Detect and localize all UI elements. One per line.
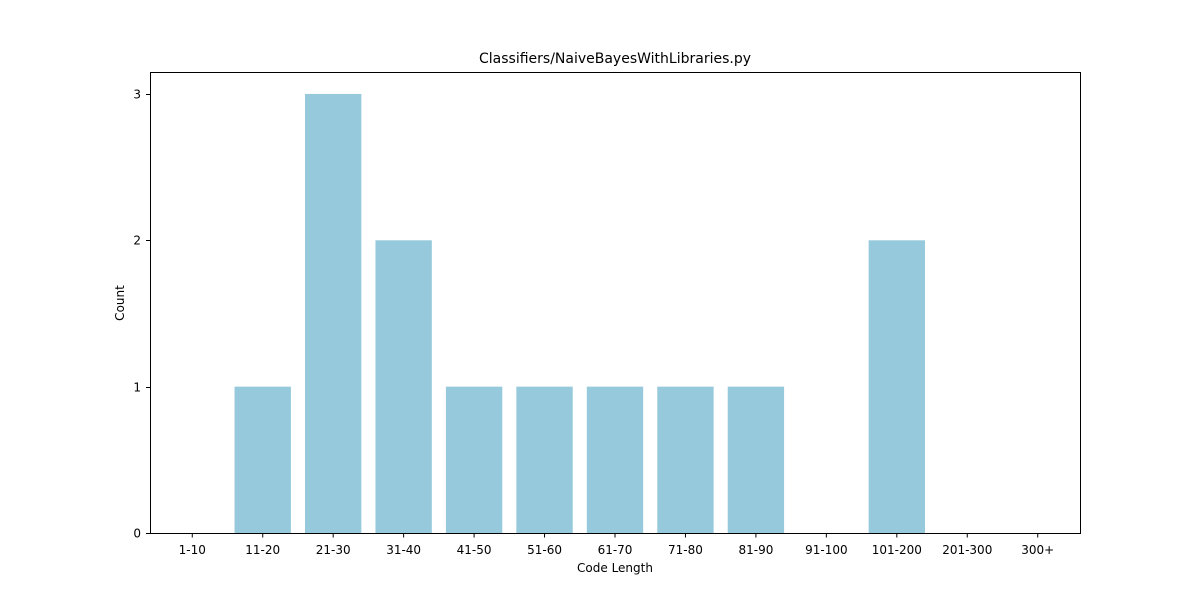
x-tick-label: 61-70 bbox=[598, 543, 633, 557]
x-tick-label: 91-100 bbox=[805, 543, 848, 557]
x-tick-label: 51-60 bbox=[527, 543, 562, 557]
x-tick-label: 81-90 bbox=[738, 543, 773, 557]
bar bbox=[586, 386, 644, 533]
bars-layer bbox=[234, 93, 925, 534]
x-axis: 1-10 11-20 21-30 31-40 41-50 51-60 61-70 71-80 8… bbox=[179, 533, 1054, 557]
bar bbox=[234, 386, 291, 533]
x-tick-label: 41-50 bbox=[457, 543, 492, 557]
bar bbox=[868, 240, 925, 534]
x-tick-label: 300+ bbox=[1021, 543, 1054, 557]
y-tick-label: 2 bbox=[133, 234, 141, 248]
bar bbox=[375, 240, 432, 534]
x-tick-label: 11-20 bbox=[245, 543, 280, 557]
y-tick-label: 1 bbox=[133, 381, 141, 395]
y-axis-title: Count bbox=[113, 285, 127, 321]
chart-title: Classifiers/NaiveBayesWithLibraries.py bbox=[479, 51, 751, 67]
y-axis: 0 1 2 3 bbox=[133, 88, 151, 541]
y-tick-label: 0 bbox=[133, 527, 141, 541]
bar bbox=[445, 386, 503, 533]
x-tick-label: 21-30 bbox=[316, 543, 351, 557]
x-tick-label: 101-200 bbox=[872, 543, 922, 557]
bar bbox=[305, 93, 362, 533]
x-axis-title: Code Length bbox=[577, 561, 653, 575]
x-tick-label: 31-40 bbox=[386, 543, 421, 557]
x-tick-label: 71-80 bbox=[668, 543, 703, 557]
bar bbox=[657, 386, 714, 533]
bar bbox=[516, 386, 573, 533]
x-tick-label: 201-300 bbox=[942, 543, 992, 557]
y-tick-label: 3 bbox=[133, 88, 141, 102]
x-tick-label: 1-10 bbox=[179, 543, 206, 557]
bar bbox=[727, 386, 785, 533]
